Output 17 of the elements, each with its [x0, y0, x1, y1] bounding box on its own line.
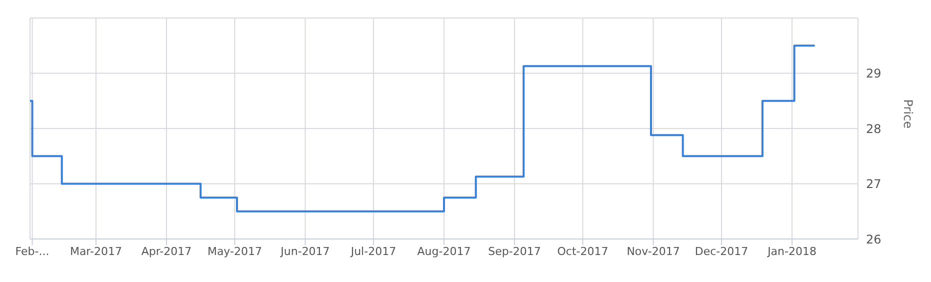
x-tick-label: May-2017: [207, 244, 262, 258]
x-tick-label: Feb-...: [15, 244, 50, 258]
x-tick-label: Oct-2017: [557, 244, 608, 258]
x-tick-label: Jan-2018: [766, 244, 816, 258]
x-tick-label: Jun-2017: [280, 244, 330, 258]
x-tick-label: Nov-2017: [626, 244, 680, 258]
y-axis-title: Price: [900, 99, 915, 128]
x-tick-label: Aug-2017: [417, 244, 471, 258]
x-tick-label: Mar-2017: [70, 244, 122, 258]
y-tick-label: 26: [866, 232, 882, 246]
y-tick-label: 29: [866, 66, 882, 81]
x-tick-label: Sep-2017: [488, 244, 541, 258]
y-tick-label: 28: [866, 122, 882, 136]
x-tick-label: Apr-2017: [141, 244, 192, 258]
x-tick-label: Jul-2017: [350, 244, 396, 258]
x-tick-label: Dec-2017: [694, 244, 748, 258]
y-tick-label: 27: [866, 177, 882, 192]
